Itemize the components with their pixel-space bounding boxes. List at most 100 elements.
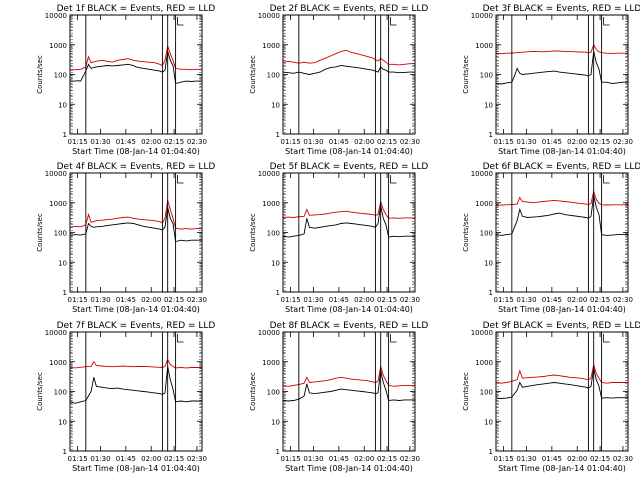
x-tick-label: 02:30	[400, 296, 420, 304]
panel-title: Det 8f BLACK = Events, RED = LLD	[270, 321, 429, 331]
y-tick-label: 10000	[471, 329, 493, 337]
panel-det-9: Det 9f BLACK = Events, RED = LLD Start Ti…	[462, 321, 640, 473]
y-axis-label: Counts/sec	[249, 55, 257, 94]
series-line-lld	[282, 366, 415, 387]
y-tick-label: 100	[267, 72, 280, 80]
plot-frame	[69, 14, 203, 135]
x-tick-label: 01:45	[329, 455, 349, 463]
y-tick-label: 1	[63, 448, 67, 456]
series-line-events	[495, 51, 628, 85]
x-tick-label: 01:15	[494, 455, 514, 463]
y-tick-label: 1	[276, 289, 280, 297]
x-tick-label: 02:15	[590, 296, 610, 304]
x-tick-label: 01:15	[68, 138, 88, 146]
y-axis-label: Counts/sec	[36, 213, 44, 252]
y-tick-label: 1000	[262, 359, 280, 367]
x-tick-label: 01:30	[303, 138, 323, 146]
y-axis-label: Counts/sec	[462, 55, 470, 94]
series-line-lld	[282, 49, 415, 66]
x-tick-label: 01:45	[542, 296, 562, 304]
x-axis-label: Start Time (08-Jan-14 01:04:40)	[498, 147, 626, 156]
series-line-events	[282, 205, 415, 238]
series-line-events	[495, 195, 628, 236]
y-tick-label: 1	[489, 289, 493, 297]
x-tick-label: 01:30	[90, 138, 110, 146]
plot-frame	[69, 331, 203, 452]
series-line-events	[282, 370, 415, 402]
x-tick-label: 02:15	[590, 138, 610, 146]
x-tick-label: 02:00	[567, 138, 587, 146]
y-tick-label: 1000	[49, 359, 67, 367]
x-axis-label: Start Time (08-Jan-14 01:04:40)	[72, 464, 200, 473]
x-tick-label: 01:30	[516, 455, 536, 463]
y-tick-label: 10	[271, 418, 280, 426]
x-tick-label: 01:45	[329, 138, 349, 146]
panel-title: Det 5f BLACK = Events, RED = LLD	[270, 162, 429, 172]
x-tick-label: 01:15	[68, 296, 88, 304]
y-axis-label: Counts/sec	[462, 372, 470, 411]
x-tick-label: 02:00	[567, 296, 587, 304]
x-tick-label: 01:45	[329, 296, 349, 304]
panel-title: Det 7f BLACK = Events, RED = LLD	[57, 321, 216, 331]
plot-frame	[282, 14, 416, 135]
x-tick-label: 02:15	[377, 138, 397, 146]
x-tick-label: 01:30	[90, 455, 110, 463]
y-tick-label: 100	[480, 230, 493, 238]
bracket-marker	[390, 17, 397, 26]
y-tick-label: 10	[484, 259, 493, 267]
x-tick-label: 02:30	[187, 296, 207, 304]
x-tick-label: 01:30	[516, 296, 536, 304]
panel-det-1: Det 1f BLACK = Events, RED = LLD Start Ti…	[36, 4, 215, 156]
x-tick-label: 02:00	[354, 296, 374, 304]
y-tick-label: 1000	[475, 359, 493, 367]
x-tick-label: 01:45	[542, 138, 562, 146]
x-tick-label: 01:30	[303, 296, 323, 304]
y-tick-label: 10000	[258, 170, 280, 178]
y-axis-label: Counts/sec	[36, 372, 44, 411]
x-tick-label: 01:45	[116, 296, 136, 304]
x-tick-label: 02:30	[613, 296, 633, 304]
x-tick-label: 02:30	[613, 455, 633, 463]
series-line-events	[282, 65, 415, 75]
x-tick-label: 02:15	[164, 455, 184, 463]
x-tick-label: 01:30	[303, 455, 323, 463]
y-tick-label: 10000	[45, 170, 67, 178]
panel-det-4: Det 4f BLACK = Events, RED = LLD Start Ti…	[36, 162, 215, 314]
series-line-lld	[69, 44, 202, 71]
x-tick-label: 02:15	[377, 455, 397, 463]
y-tick-label: 1	[63, 131, 67, 139]
y-tick-label: 100	[54, 230, 67, 238]
x-tick-label: 02:30	[400, 455, 420, 463]
x-tick-label: 02:00	[141, 138, 161, 146]
panel-title: Det 9f BLACK = Events, RED = LLD	[483, 321, 640, 331]
x-tick-label: 01:15	[281, 138, 301, 146]
y-tick-label: 1	[276, 131, 280, 139]
bracket-marker	[390, 334, 397, 343]
x-tick-label: 01:45	[116, 455, 136, 463]
series-line-lld	[282, 199, 415, 219]
panel-det-2: Det 2f BLACK = Events, RED = LLD Start Ti…	[249, 4, 428, 156]
plot-frame	[282, 331, 416, 452]
y-tick-label: 10000	[45, 12, 67, 20]
x-tick-label: 02:15	[590, 455, 610, 463]
x-tick-label: 02:30	[613, 138, 633, 146]
panel-det-5: Det 5f BLACK = Events, RED = LLD Start Ti…	[249, 162, 428, 314]
y-axis-label: Counts/sec	[462, 213, 470, 252]
y-axis-label: Counts/sec	[249, 372, 257, 411]
series-line-lld	[495, 364, 628, 384]
bracket-marker	[603, 175, 610, 184]
x-tick-label: 01:15	[68, 455, 88, 463]
series-line-events	[70, 51, 202, 85]
plot-frame	[495, 172, 629, 293]
y-tick-label: 1	[63, 289, 67, 297]
x-tick-label: 01:15	[281, 296, 301, 304]
x-tick-label: 02:00	[354, 138, 374, 146]
panel-det-7: Det 7f BLACK = Events, RED = LLD Start Ti…	[36, 321, 215, 473]
series-line-lld	[69, 358, 202, 369]
y-tick-label: 1000	[49, 42, 67, 50]
y-tick-label: 1000	[475, 42, 493, 50]
y-tick-label: 1000	[262, 42, 280, 50]
x-tick-label: 02:00	[354, 455, 374, 463]
x-tick-label: 02:00	[141, 455, 161, 463]
x-axis-label: Start Time (08-Jan-14 01:04:40)	[285, 147, 413, 156]
